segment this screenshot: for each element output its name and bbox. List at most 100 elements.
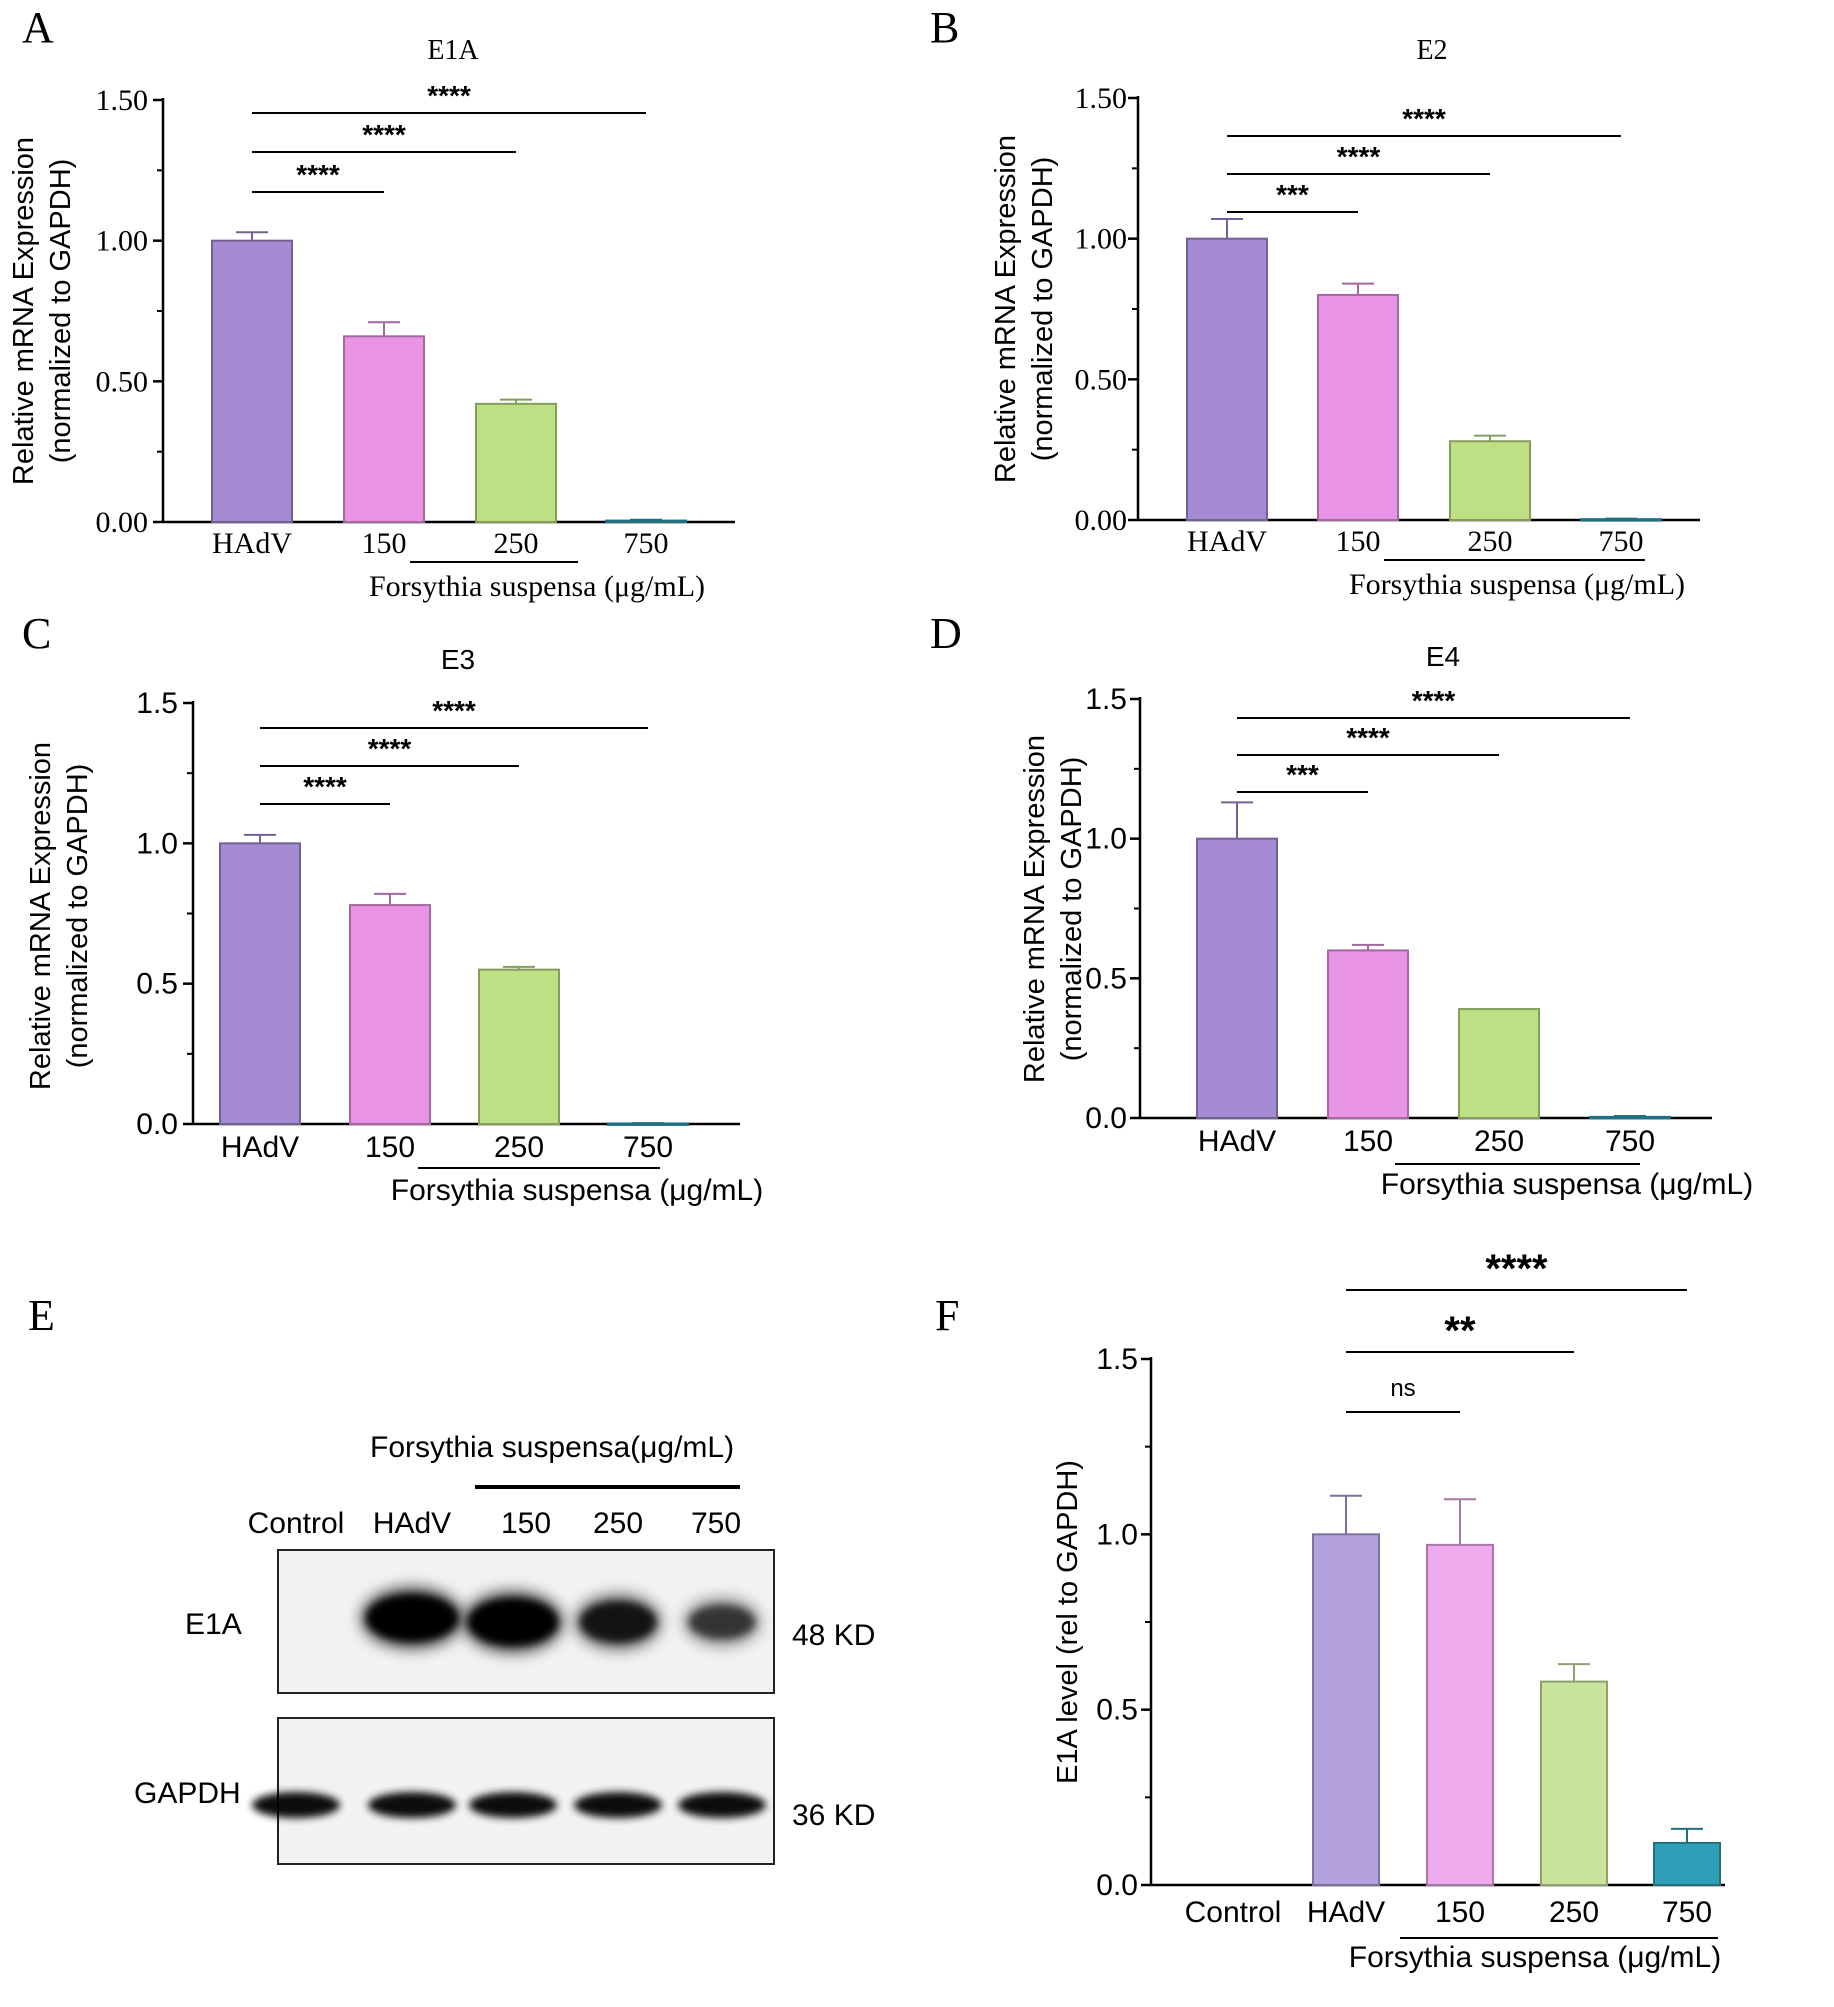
x-tick-label: 750 <box>623 1131 673 1164</box>
x-tick-label: 150 <box>1336 525 1381 558</box>
panel-label-a: A <box>22 3 54 52</box>
significance-label: **** <box>1412 685 1456 716</box>
y-tick-label: 1.0 <box>136 827 178 860</box>
blot-size-gapdh: 36 KD <box>792 1799 875 1832</box>
panel-label-e: E <box>28 1291 55 1340</box>
x-tick-label: 750 <box>624 527 669 560</box>
x-tick-label: 750 <box>1599 525 1644 558</box>
x-axis-label: Forsythia suspensa (μg/mL) <box>1381 1168 1753 1201</box>
x-axis-label: Forsythia suspensa (μg/mL) <box>369 570 705 603</box>
bar-hadv <box>211 239 293 524</box>
bar-250 <box>475 402 557 523</box>
y-tick-label: 0.50 <box>96 365 149 398</box>
bar-hadv <box>1196 837 1278 1120</box>
x-axis-label: Forsythia suspensa (μg/mL) <box>1349 568 1685 601</box>
bar-150 <box>1426 1543 1494 1887</box>
bar-hadv <box>1312 1533 1380 1887</box>
x-tick-label: HAdV <box>1307 1896 1385 1929</box>
x-axis-label: Forsythia suspensa (μg/mL) <box>1349 1941 1721 1974</box>
x-tick-label: 250 <box>1474 1125 1524 1158</box>
x-tick-label: 250 <box>1549 1896 1599 1929</box>
blot-band-e1a <box>580 1601 656 1643</box>
western-blot: Forsythia suspensa(μg/mL) Control HAdV 1… <box>134 1431 875 1865</box>
chart-title: E2 <box>1416 35 1447 66</box>
blot-row-label-e1a: E1A <box>185 1608 242 1641</box>
y-axis-label-2: (normalized to GAPDH) <box>45 159 77 464</box>
chart-title: E3 <box>441 644 475 675</box>
blot-header: Forsythia suspensa(μg/mL) <box>370 1431 734 1464</box>
y-axis-label: E1A level (rel to GAPDH) <box>1052 1460 1084 1784</box>
blot-band-e1a <box>468 1598 558 1646</box>
y-tick-label: 1.5 <box>1096 1343 1138 1376</box>
x-tick-label: 150 <box>365 1131 415 1164</box>
significance-label: **** <box>1485 1247 1548 1291</box>
x-tick-label: 150 <box>1343 1125 1393 1158</box>
blot-lane-750: 750 <box>691 1507 741 1540</box>
y-tick-label: 1.0 <box>1096 1518 1138 1551</box>
x-tick-label: 150 <box>1435 1896 1485 1929</box>
blot-lane-control: Control <box>248 1507 345 1540</box>
y-axis-label: Relative mRNA Expression <box>25 742 57 1090</box>
significance-label: ** <box>1444 1309 1476 1353</box>
x-tick-label: 150 <box>362 527 407 560</box>
x-tick-label: 250 <box>494 527 539 560</box>
chart-title: E4 <box>1426 641 1460 672</box>
y-tick-label: 0.5 <box>136 968 178 1001</box>
y-axis-label: Relative mRNA Expression <box>990 135 1022 483</box>
blot-lane-hadv: HAdV <box>373 1507 451 1540</box>
significance-label: **** <box>1346 722 1390 753</box>
blot-band-e1a <box>366 1594 458 1642</box>
chart-panel-d: E4 Relative mRNA Expression (normalized to… <box>1019 641 1753 1201</box>
y-tick-label: 1.0 <box>1085 823 1127 856</box>
y-axis-label: Relative mRNA Expression <box>1019 735 1051 1083</box>
panel-label-c: C <box>22 609 51 658</box>
x-tick-label: 250 <box>494 1131 544 1164</box>
y-axis-label: Relative mRNA Expression <box>8 137 40 485</box>
chart-panel-f: E1A level (rel to GAPDH) 0.0 0.5 1.0 1.5 Cont… <box>1052 1247 1725 1974</box>
y-axis-label-2: (normalized to GAPDH) <box>62 764 94 1069</box>
bar-hadv <box>219 842 301 1125</box>
y-tick-label: 1.5 <box>136 687 178 720</box>
x-tick-label: 750 <box>1662 1896 1712 1929</box>
y-tick-label: 0.50 <box>1075 363 1128 396</box>
significance-label: **** <box>432 695 476 726</box>
x-tick-label: Control <box>1185 1896 1282 1929</box>
chart-panel-b: E2 Relative mRNA Expression (normalized to… <box>990 35 1700 601</box>
y-tick-label: 0.00 <box>1075 504 1128 537</box>
significance-label: **** <box>1402 103 1446 134</box>
y-axis-label-2: (normalized to GAPDH) <box>1056 757 1088 1062</box>
bar-hadv <box>1186 237 1268 522</box>
y-tick-label: 0.00 <box>96 506 149 539</box>
bar-250 <box>1449 440 1531 521</box>
bar-250 <box>1458 1008 1540 1119</box>
significance-label: ns <box>1390 1375 1415 1402</box>
blot-band-e1a <box>689 1605 755 1639</box>
significance-label: **** <box>1337 141 1381 172</box>
x-tick-label: HAdV <box>212 527 292 560</box>
x-tick-label: 750 <box>1605 1125 1655 1158</box>
y-tick-label: 0.0 <box>1096 1869 1138 1902</box>
bar-250 <box>1540 1680 1608 1886</box>
blot-band-gapdh <box>678 1792 766 1818</box>
blot-size-e1a: 48 KD <box>792 1619 875 1652</box>
blot-band-gapdh <box>574 1792 662 1818</box>
bar-150 <box>343 335 425 523</box>
blot-lane-150: 150 <box>501 1507 551 1540</box>
y-tick-label: 1.00 <box>1075 223 1128 256</box>
x-tick-label: 250 <box>1468 525 1513 558</box>
x-axis-label: Forsythia suspensa (μg/mL) <box>391 1174 763 1207</box>
y-tick-label: 0.5 <box>1085 962 1127 995</box>
bar-150 <box>1327 949 1409 1120</box>
blot-row-label-gapdh: GAPDH <box>134 1777 241 1810</box>
chart-title: E1A <box>427 35 479 66</box>
panel-label-d: D <box>930 609 962 658</box>
blot-band-gapdh <box>252 1792 340 1818</box>
significance-label: *** <box>1286 759 1319 790</box>
blot-band-gapdh <box>469 1792 557 1818</box>
bar-150 <box>349 904 431 1126</box>
blot-band-gapdh <box>368 1792 456 1818</box>
y-tick-label: 1.00 <box>96 225 149 258</box>
bar-750 <box>605 519 687 524</box>
y-tick-label: 0.5 <box>1096 1694 1138 1727</box>
chart-panel-a: E1A Relative mRNA Expression (normalized t… <box>8 35 735 603</box>
